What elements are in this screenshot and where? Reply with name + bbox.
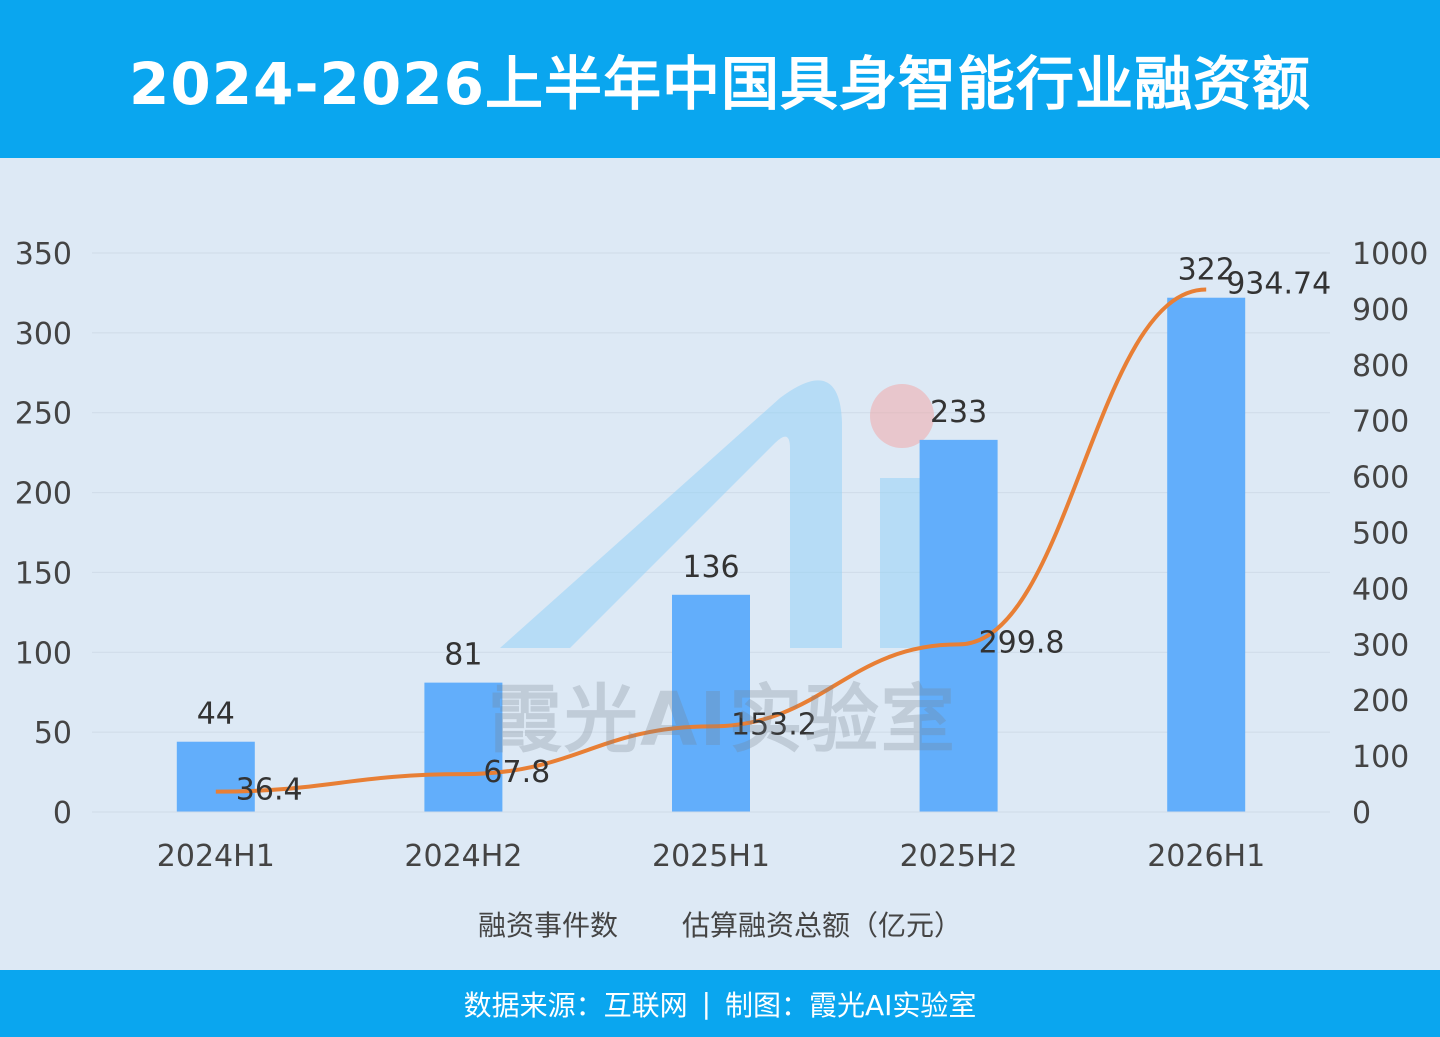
watermark-logo-dot [870, 384, 934, 448]
bar [176, 741, 255, 812]
y-right-tick-label: 1000 [1352, 237, 1428, 272]
line-data-label: 934.74 [1226, 266, 1331, 301]
line-data-label: 153.2 [731, 707, 817, 742]
bar [1167, 297, 1246, 813]
watermark-text: 霞光AI实验室 [488, 677, 957, 763]
x-tick-label: 2024H1 [157, 839, 275, 874]
legend-item-bar: 融资事件数 [477, 909, 618, 942]
line-data-label: 299.8 [979, 625, 1065, 660]
footer-source: 数据来源：互联网 [463, 988, 688, 1022]
y-left-tick-label: 250 [15, 397, 72, 432]
footer-separator: | [701, 987, 712, 1020]
y-left-tick-label: 0 [53, 796, 72, 831]
chart-title: 2024-2026上半年中国具身智能行业融资额 [129, 50, 1311, 118]
y-right-tick-label: 400 [1352, 572, 1409, 607]
bar [672, 594, 750, 812]
bar [919, 439, 998, 812]
line-data-label: 67.8 [483, 755, 550, 790]
footer-banner: 数据来源：互联网 | 制图：霞光AI实验室 [0, 970, 1440, 1037]
y-right-tick-label: 600 [1352, 461, 1409, 496]
y-right-tick-label: 800 [1352, 349, 1409, 384]
line-series [215, 287, 1207, 794]
bar-data-label: 233 [930, 395, 987, 430]
bar-data-label: 44 [197, 697, 235, 732]
y-right-tick-label: 900 [1352, 293, 1409, 328]
watermark-logo-shape [500, 380, 842, 648]
y-right-tick-label: 0 [1352, 796, 1371, 831]
bar-data-label: 136 [682, 550, 739, 585]
bar [424, 682, 503, 812]
y-left-tick-label: 300 [15, 317, 72, 352]
y-right-tick-label: 200 [1352, 684, 1409, 719]
y-left-tick-label: 50 [34, 716, 72, 751]
y-right-tick-label: 500 [1352, 517, 1409, 552]
legend: 融资事件数 估算融资总额（亿元） [0, 900, 1440, 948]
watermark-logo-bar [880, 478, 926, 648]
plot-area: 0 50 100 150 200 250 300 350 0 100 200 300 400 500 600… [0, 158, 1440, 970]
y-right-tick-label: 100 [1352, 740, 1409, 775]
y-left-tick-label: 150 [15, 556, 72, 591]
x-tick-label: 2025H2 [900, 839, 1018, 874]
y-right-tick-label: 700 [1352, 405, 1409, 440]
bar-data-label: 81 [444, 638, 482, 673]
y-left-tick-label: 200 [15, 477, 72, 512]
y-left-tick-label: 100 [15, 636, 72, 671]
y-right-tick-label: 300 [1352, 628, 1409, 663]
y-left-tick-label: 350 [15, 237, 72, 272]
legend-item-line: 估算融资总额（亿元） [682, 909, 963, 942]
header-banner: 2024-2026上半年中国具身智能行业融资额 [0, 0, 1440, 158]
x-tick-label: 2026H1 [1147, 839, 1265, 874]
line-data-label: 36.4 [236, 773, 303, 808]
footer-credit: 制图：霞光AI实验室 [725, 988, 977, 1022]
x-tick-label: 2024H2 [404, 839, 522, 874]
bar-data-label: 322 [1178, 253, 1235, 288]
x-tick-label: 2025H1 [652, 839, 770, 874]
chart-svg: 0 50 100 150 200 250 300 350 0 100 200 300 400 500 600… [15, 237, 1429, 874]
